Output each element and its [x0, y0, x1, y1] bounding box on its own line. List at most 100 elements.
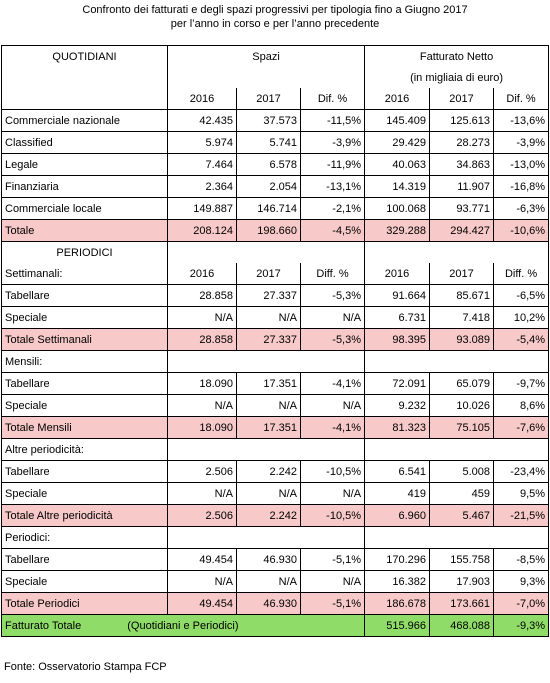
cell-f16: 6.731: [364, 306, 431, 329]
row-label: Speciale: [1, 570, 168, 593]
cell-fd: -13,6%: [493, 109, 550, 132]
cell-sd: -11,5%: [299, 109, 366, 132]
table-row: Commerciale nazionale 42.435 37.573 -11,5% 1…: [1, 109, 550, 132]
cell-fd: 8,6%: [493, 394, 550, 417]
cell-fd: 9,3%: [493, 570, 550, 593]
cell-fd: -3,9%: [493, 131, 550, 154]
cell-s17: 5.741: [236, 131, 301, 154]
cell-s17: 2.242: [236, 460, 301, 483]
cell-f16: 91.664: [364, 284, 431, 307]
cell-s16: 28.858: [167, 328, 237, 351]
cell-f16: 186.678: [364, 592, 431, 615]
cell-sd: -10,5%: [299, 504, 366, 527]
cell-sd: -2,1%: [299, 197, 366, 220]
table-row: Legale 7.464 6.578 -11,9% 40.063 34.863 -13,0%: [1, 153, 550, 176]
cell-f17: 7.418: [429, 306, 495, 329]
cell-sd: -10,5%: [299, 460, 366, 483]
cell-f16: 145.409: [364, 109, 431, 132]
cell-f17: 125.613: [429, 109, 495, 132]
col-2016: 2016: [364, 263, 431, 285]
cell-sd: -5,3%: [299, 284, 366, 307]
row-label: Totale: [1, 219, 168, 242]
cell-s17: 27.337: [236, 328, 301, 351]
row-label: Classified: [1, 131, 168, 154]
row-label: Totale Periodici: [1, 592, 168, 615]
cell-sd: -5,1%: [299, 548, 366, 571]
data-table: QUOTIDIANI Spazi Fatturato Netto (in mig…: [0, 45, 550, 637]
group-total-row: Totale Settimanali 28.858 27.337 -5,3% 98.39…: [1, 328, 550, 351]
table-row: Finanziaria 2.364 2.054 -13,1% 14.319 11.907-…: [1, 175, 550, 198]
periodici-header-row: PERIODICI: [1, 241, 550, 263]
cell-s16: 49.454: [167, 548, 237, 571]
cell-fd: -8,5%: [493, 548, 550, 571]
cell-f16: 9.232: [364, 394, 431, 417]
cell-sd: -13,1%: [299, 175, 366, 198]
row-label: Legale: [1, 153, 168, 176]
cell-f16: 6.960: [364, 504, 431, 527]
cell-s16: 18.090: [167, 416, 237, 439]
cell-fd: -5,4%: [493, 328, 550, 351]
cell-fd: -10,6%: [493, 219, 550, 242]
cell-s17: 46.930: [236, 548, 301, 571]
cell-f17: 65.079: [429, 372, 495, 395]
cell-s17: 2.242: [236, 504, 301, 527]
cell-s17: N/A: [236, 570, 301, 593]
cell-s16: 2.506: [167, 504, 237, 527]
cell-s17: 46.930: [236, 592, 301, 615]
quotidiani-header: QUOTIDIANI: [1, 45, 168, 67]
group-total-row: Totale Altre periodicità 2.506 2.242 -10,5%…: [1, 504, 550, 527]
cell-fd: -23,4%: [493, 460, 550, 483]
cell-sd: -5,3%: [299, 328, 366, 351]
row-label: Speciale: [1, 306, 168, 329]
group-label: Mensili:: [1, 350, 168, 373]
group-total-row: Totale Periodici 49.454 46.930 -5,1% 186.678…: [1, 592, 550, 615]
col-2016: 2016: [167, 263, 237, 285]
group-label: Altre periodicità:: [1, 438, 168, 461]
cell-s17: 27.337: [236, 284, 301, 307]
row-label: Commerciale locale: [1, 197, 168, 220]
spazi-header: Spazi: [166, 45, 366, 67]
cell-s16: 49.454: [167, 592, 237, 615]
grand-total-row: Fatturato Totale (Quotidiani e Periodici)…: [0, 614, 550, 637]
cell-f16: 329.288: [364, 219, 431, 242]
cell-fd: -7,6%: [493, 416, 550, 439]
cell-sd: N/A: [299, 306, 366, 329]
cell-s16: 42.435: [167, 109, 237, 132]
col-dif: Dif. %: [299, 88, 366, 110]
cell-f16: 29.429: [364, 131, 431, 154]
grand-total-title: Fatturato Totale: [5, 619, 82, 632]
list-item: Speciale N/A N/A N/A 6.731 7.418 10,2%: [1, 306, 550, 329]
list-item: Speciale N/A N/A N/A 419 459 9,5%: [1, 482, 550, 505]
cell-s16: N/A: [167, 394, 237, 417]
col-dif: Dif. %: [493, 88, 550, 110]
cell-f16: 16.382: [364, 570, 431, 593]
cell-f17: 17.903: [429, 570, 495, 593]
cell-s17: 146.714: [236, 197, 301, 220]
group-header-row: Periodici:: [1, 526, 550, 549]
cell-sd: -4,5%: [299, 219, 366, 242]
col-2017: 2017: [236, 263, 301, 285]
year-header-row: 2016 2017 Dif. % 2016 2017 Dif. %: [1, 88, 550, 110]
cell-f16: 81.323: [364, 416, 431, 439]
cell-f17: 10.026: [429, 394, 495, 417]
cell-s17: N/A: [236, 306, 301, 329]
cell-s16: 7.464: [167, 153, 237, 176]
list-item: Speciale N/A N/A N/A 9.232 10.026 8,6%: [1, 394, 550, 417]
col-2017: 2017: [236, 88, 301, 110]
cell-f16: 72.091: [364, 372, 431, 395]
cell-f17: 155.758: [429, 548, 495, 571]
cell-s17: 6.578: [236, 153, 301, 176]
cell-fd: -13,0%: [493, 153, 550, 176]
col-diff: Diff. %: [299, 263, 366, 285]
cell-f17: 294.427: [429, 219, 495, 242]
total-row: Totale 208.124 198.660 -4,5% 329.288 294.427-…: [1, 219, 550, 242]
grand-total-note: (Quotidiani e Periodici): [127, 619, 239, 632]
cell-f17: 459: [429, 482, 495, 505]
cell-fd: -21,5%: [493, 504, 550, 527]
group-header-row: Altre periodicità:: [1, 438, 550, 461]
source-footer: Fonte: Osservatorio Stampa FCP: [4, 661, 167, 673]
col-diff: Diff. %: [493, 263, 550, 285]
title-line-1: Confronto dei fatturati e degli spazi pr…: [82, 4, 468, 16]
cell-f17: 85.671: [429, 284, 495, 307]
col-2017: 2017: [429, 88, 495, 110]
